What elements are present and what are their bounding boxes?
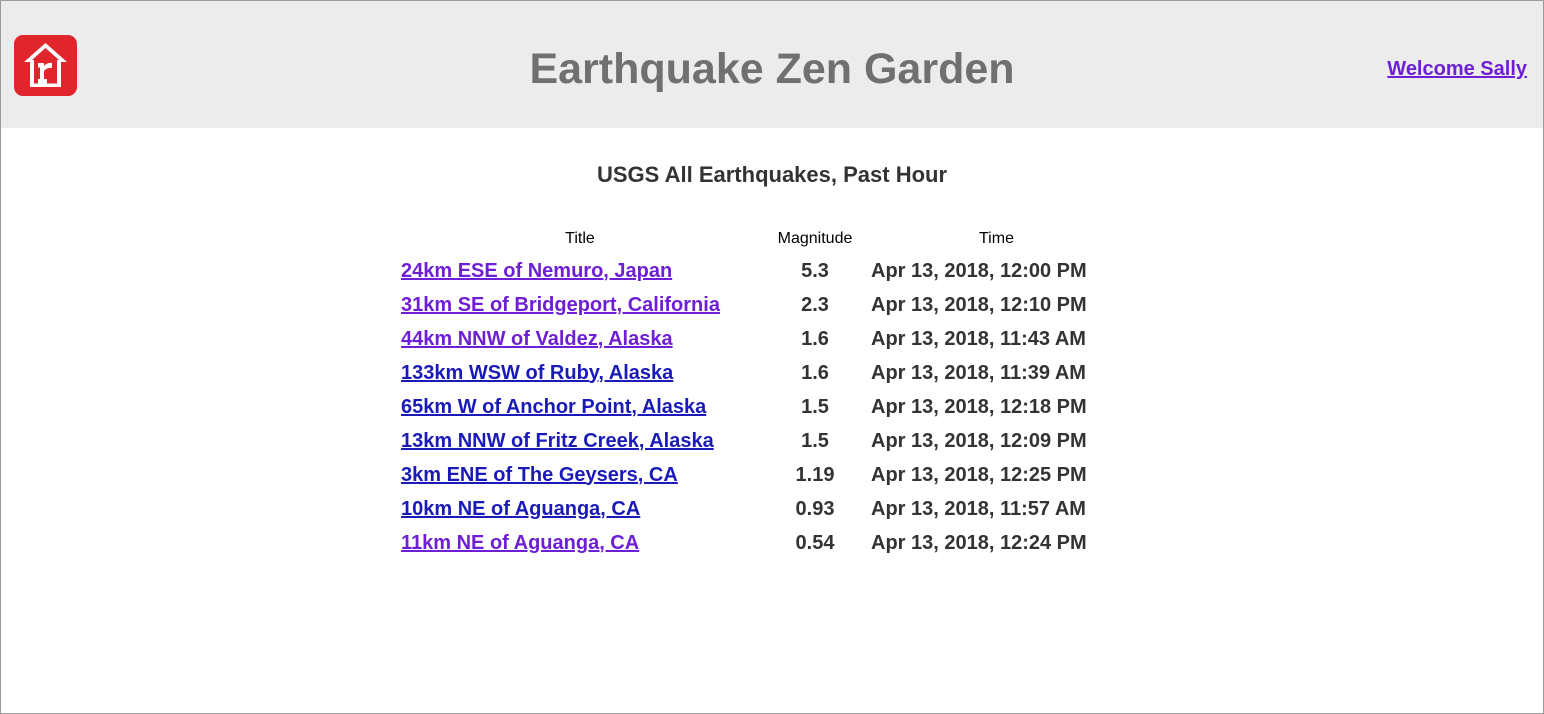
column-header-title[interactable]: Title <box>565 230 595 247</box>
quake-time: Apr 13, 2018, 12:00 PM <box>871 259 1087 282</box>
table-row: 31km SE of Bridgeport, California 2.3 Apr … <box>401 288 1241 322</box>
table-row: 133km WSW of Ruby, Alaska 1.6 Apr 13, 2018… <box>401 356 1241 390</box>
quake-magnitude: 0.93 <box>795 497 835 520</box>
quake-magnitude: 2.3 <box>801 293 829 316</box>
quake-title-link[interactable]: 11km NE of Aguanga, CA <box>401 531 640 554</box>
quake-time: Apr 13, 2018, 12:10 PM <box>871 293 1087 316</box>
quake-title-cell: 133km WSW of Ruby, Alaska <box>401 356 759 390</box>
quake-title-link[interactable]: 10km NE of Aguanga, CA <box>401 497 641 520</box>
quake-magnitude: 1.5 <box>801 395 829 418</box>
quake-time: Apr 13, 2018, 12:18 PM <box>871 395 1087 418</box>
house-logo-glyph <box>24 43 67 87</box>
quake-time: Apr 13, 2018, 11:43 AM <box>871 327 1086 350</box>
column-header-magnitude[interactable]: Magnitude <box>777 230 853 247</box>
quake-title-cell: 10km NE of Aguanga, CA <box>401 492 759 526</box>
quake-time: Apr 13, 2018, 12:25 PM <box>871 463 1087 486</box>
quake-title-link[interactable]: 13km NNW of Fritz Creek, Alaska <box>401 429 714 452</box>
quake-magnitude: 1.5 <box>801 429 829 452</box>
quake-time: Apr 13, 2018, 11:39 AM <box>871 361 1086 384</box>
quake-magnitude: 0.54 <box>795 531 835 554</box>
site-header: Earthquake Zen Garden Welcome Sally <box>1 1 1543 128</box>
table-row: 44km NNW of Valdez, Alaska 1.6 Apr 13, 201… <box>401 322 1241 356</box>
quake-title-link[interactable]: 133km WSW of Ruby, Alaska <box>401 361 674 384</box>
quake-title-link[interactable]: 65km W of Anchor Point, Alaska <box>401 395 707 418</box>
table-row: 10km NE of Aguanga, CA 0.93 Apr 13, 2018, … <box>401 492 1241 526</box>
quake-title-link[interactable]: 3km ENE of The Geysers, CA <box>401 463 678 486</box>
quake-title-link[interactable]: 44km NNW of Valdez, Alaska <box>401 327 673 350</box>
table-row: 3km ENE of The Geysers, CA 1.19 Apr 13, 20… <box>401 458 1241 492</box>
quake-title-cell: 13km NNW of Fritz Creek, Alaska <box>401 424 759 458</box>
welcome-user-link[interactable]: Welcome Sally <box>1387 58 1527 80</box>
quake-magnitude: 1.6 <box>801 327 829 350</box>
quake-title-cell: 24km ESE of Nemuro, Japan <box>401 254 759 288</box>
quake-time: Apr 13, 2018, 12:24 PM <box>871 531 1087 554</box>
table-row: 24km ESE of Nemuro, Japan 5.3 Apr 13, 2018… <box>401 254 1241 288</box>
quake-magnitude: 5.3 <box>801 259 829 282</box>
table-row: 11km NE of Aguanga, CA 0.54 Apr 13, 2018, … <box>401 526 1241 560</box>
table-row: 65km W of Anchor Point, Alaska 1.5 Apr 13,… <box>401 390 1241 424</box>
quake-time: Apr 13, 2018, 11:57 AM <box>871 497 1086 520</box>
quake-magnitude: 1.19 <box>795 463 835 486</box>
feed-title: USGS All Earthquakes, Past Hour <box>596 162 948 187</box>
app-title: Earthquake Zen Garden <box>529 45 1015 93</box>
quake-time: Apr 13, 2018, 12:09 PM <box>871 429 1087 452</box>
table-row: 13km NNW of Fritz Creek, Alaska 1.5 Apr 13… <box>401 424 1241 458</box>
quake-title-link[interactable]: 31km SE of Bridgeport, California <box>401 293 720 316</box>
realtor-house-logo-icon[interactable] <box>14 35 77 96</box>
quake-title-cell: 31km SE of Bridgeport, California <box>401 288 759 322</box>
quake-title-cell: 65km W of Anchor Point, Alaska <box>401 390 759 424</box>
quake-title-link[interactable]: 24km ESE of Nemuro, Japan <box>401 259 673 282</box>
earthquake-rows: 24km ESE of Nemuro, Japan 5.3 Apr 13, 2018… <box>401 254 1241 560</box>
quake-magnitude: 1.6 <box>801 361 829 384</box>
quake-title-cell: 11km NE of Aguanga, CA <box>401 526 759 560</box>
quake-title-cell: 3km ENE of The Geysers, CA <box>401 458 759 492</box>
quake-title-cell: 44km NNW of Valdez, Alaska <box>401 322 759 356</box>
column-header-time[interactable]: Time <box>979 230 1014 247</box>
earthquake-table: Title Magnitude Time 24km ESE of Nemuro,… <box>401 224 1241 560</box>
table-header-row: Title Magnitude Time <box>401 224 1241 254</box>
